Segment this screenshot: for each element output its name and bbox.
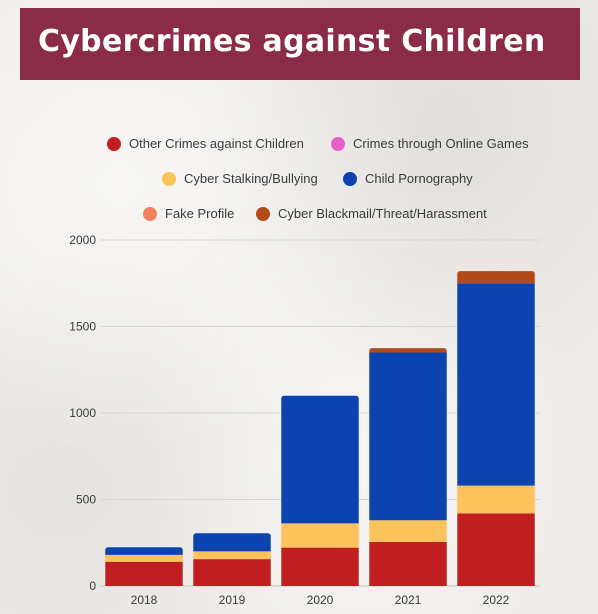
legend-item-cyber-blackmail: Cyber Blackmail/Threat/Harassment bbox=[256, 206, 487, 221]
legend-item-other-crimes: Other Crimes against Children bbox=[107, 136, 304, 151]
bar-segment-2020-cyber-stalking-bullying bbox=[281, 523, 359, 548]
legend-swatch-cyber-stalking bbox=[162, 171, 176, 186]
y-tick-label: 1500 bbox=[69, 320, 96, 334]
bar-segment-2019-other-crimes-against-children bbox=[193, 559, 271, 586]
bar-segment-2022-cyber-blackmail-threat-harassment bbox=[457, 271, 535, 284]
bar-segment-2018-child-pornography bbox=[105, 547, 183, 555]
title-banner: Cybercrimes against Children bbox=[20, 8, 580, 80]
legend-label-other-crimes: Other Crimes against Children bbox=[129, 136, 304, 151]
legend-label-online-games: Crimes through Online Games bbox=[353, 136, 529, 151]
legend-swatch-other-crimes bbox=[107, 136, 121, 151]
y-tick-label: 0 bbox=[89, 579, 96, 593]
x-tick-label: 2021 bbox=[395, 593, 422, 607]
legend-label-child-pornography: Child Pornography bbox=[365, 171, 473, 186]
y-tick-label: 1000 bbox=[69, 406, 96, 420]
legend-item-online-games: Crimes through Online Games bbox=[331, 136, 529, 151]
bar-segment-2019-cyber-stalking-bullying bbox=[193, 551, 271, 560]
x-tick-label: 2022 bbox=[483, 593, 510, 607]
legend-item-cyber-stalking: Cyber Stalking/Bullying bbox=[162, 171, 318, 186]
bar-segment-2020-child-pornography bbox=[281, 395, 359, 524]
bar-segment-2021-other-crimes-against-children bbox=[369, 541, 447, 586]
bar-segment-2021-child-pornography bbox=[369, 352, 447, 521]
legend-label-fake-profile: Fake Profile bbox=[165, 206, 235, 221]
legend-swatch-fake-profile bbox=[143, 206, 157, 221]
y-tick-label: 2000 bbox=[69, 233, 96, 247]
legend-swatch-child-pornography bbox=[343, 171, 357, 186]
bar-segment-2021-cyber-blackmail-threat-harassment bbox=[369, 348, 447, 353]
x-tick-label: 2020 bbox=[307, 593, 334, 607]
legend: Other Crimes against Children Crimes thr… bbox=[0, 0, 598, 230]
legend-item-child-pornography: Child Pornography bbox=[343, 171, 473, 186]
x-tick-label: 2018 bbox=[131, 593, 158, 607]
legend-label-cyber-blackmail: Cyber Blackmail/Threat/Harassment bbox=[278, 206, 487, 221]
bar-segment-2022-other-crimes-against-children bbox=[457, 513, 535, 586]
x-tick-label: 2019 bbox=[219, 593, 246, 607]
bar-segment-2021-cyber-stalking-bullying bbox=[369, 520, 447, 542]
bar-segment-2018-other-crimes-against-children bbox=[105, 561, 183, 586]
legend-swatch-cyber-blackmail bbox=[256, 206, 270, 221]
legend-swatch-online-games bbox=[331, 136, 345, 151]
legend-item-fake-profile: Fake Profile bbox=[143, 206, 234, 221]
legend-label-cyber-stalking: Cyber Stalking/Bullying bbox=[184, 171, 318, 186]
y-tick-label: 500 bbox=[76, 493, 96, 507]
bar-segment-2022-cyber-stalking-bullying bbox=[457, 485, 535, 514]
bar-segment-2022-child-pornography bbox=[457, 283, 535, 486]
bar-segment-2020-other-crimes-against-children bbox=[281, 547, 359, 586]
page-title: Cybercrimes against Children bbox=[38, 24, 546, 59]
bar-segment-2019-child-pornography bbox=[193, 533, 271, 552]
bar-segment-2018-cyber-stalking-bullying bbox=[105, 554, 183, 562]
